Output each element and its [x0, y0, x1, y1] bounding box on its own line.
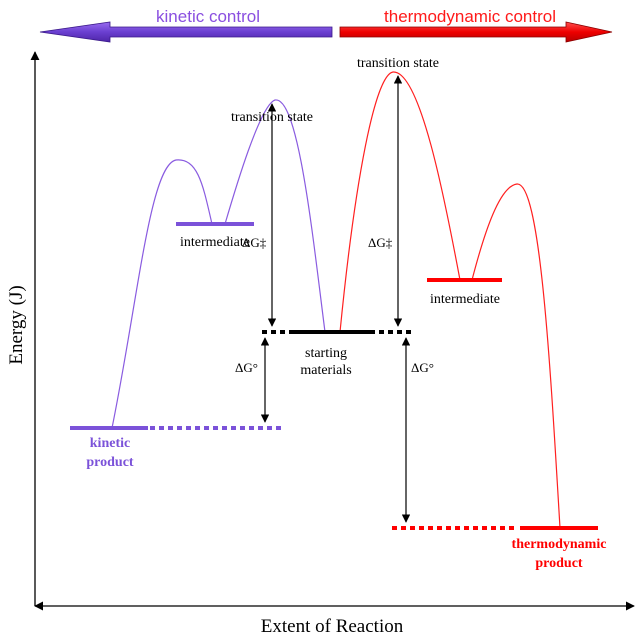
thermodynamic-control-arrow: [339, 21, 613, 43]
thermodynamic-control-label: thermodynamic control: [384, 7, 556, 26]
transition-state-thermo-label: transition state: [357, 56, 439, 71]
kinetic-product-label-line1: kinetic: [90, 436, 130, 451]
dg-activation-kinetic-label: ΔG‡: [242, 235, 267, 250]
kinetic-control-arrow: [39, 21, 333, 43]
kinetic-pathway-curve: [111, 99, 326, 429]
thermodynamic-product-label-line1: thermodynamic: [512, 537, 607, 552]
transition-state-kinetic-label: transition state: [231, 110, 313, 125]
dg-standard-thermo-label: ΔG°: [411, 360, 434, 375]
x-axis-label: Extent of Reaction: [261, 616, 404, 637]
intermediate-thermo-label: intermediate: [430, 292, 500, 307]
intermediate-kinetic-label: intermediate: [180, 235, 250, 250]
kinetic-control-label: kinetic control: [156, 7, 260, 26]
thermodynamic-pathway-curve: [339, 71, 561, 529]
kinetic-product-label-line2: product: [86, 455, 134, 470]
dg-standard-kinetic-label: ΔG°: [235, 360, 258, 375]
starting-materials-label-line2: materials: [300, 363, 351, 378]
y-axis-label: Energy (J): [6, 285, 27, 364]
starting-materials-label-line1: starting: [305, 346, 347, 361]
thermodynamic-product-label-line2: product: [535, 556, 583, 571]
dg-activation-thermo-label: ΔG‡: [368, 235, 393, 250]
